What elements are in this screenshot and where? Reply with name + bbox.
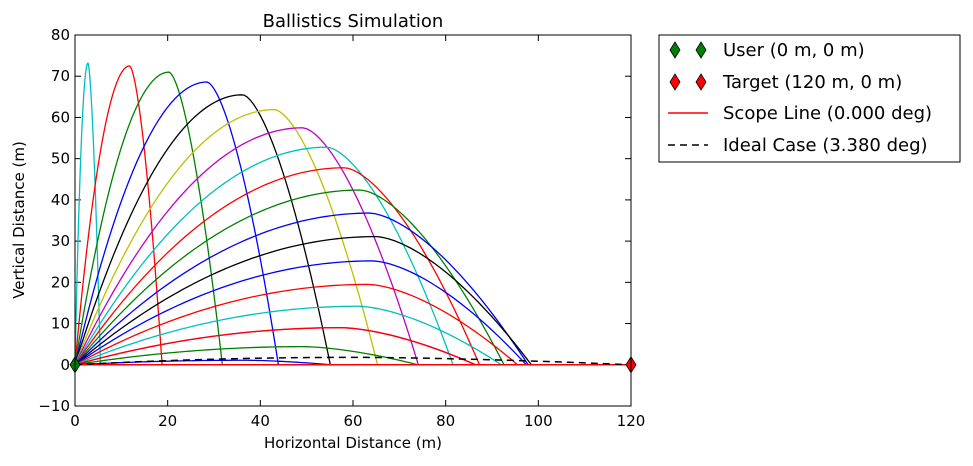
legend-label: Ideal Case (3.380 deg) xyxy=(723,135,928,156)
trajectory-line xyxy=(74,167,481,366)
plot-frame xyxy=(74,34,632,407)
y-tick-label: 20 xyxy=(51,273,70,291)
legend: User (0 m, 0 m) Target (120 m, 0 m) Scope … xyxy=(658,34,961,163)
legend-marker xyxy=(695,41,707,59)
legend-marker xyxy=(695,73,707,91)
plot-series-group xyxy=(69,62,637,374)
x-tick-label: 20 xyxy=(158,412,177,430)
trajectory-line xyxy=(74,81,280,365)
trajectory-line xyxy=(74,109,379,366)
legend-marker xyxy=(669,73,681,91)
y-tick-label: 80 xyxy=(51,26,70,44)
trajectory-line xyxy=(74,94,331,365)
plot-area xyxy=(75,35,631,406)
y-tick-label: 40 xyxy=(51,191,70,209)
trajectory-line xyxy=(74,127,419,366)
y-tick-label: −10 xyxy=(38,397,70,415)
y-tick-label: 10 xyxy=(51,315,70,333)
legend-label: User (0 m, 0 m) xyxy=(723,40,865,61)
y-tick-label: 0 xyxy=(60,356,70,374)
y-tick-label: 50 xyxy=(51,150,70,168)
trajectory-line xyxy=(74,305,502,366)
y-axis-title: Vertical Distance (m) xyxy=(10,141,28,299)
x-tick-label: 80 xyxy=(436,412,455,430)
trajectory-line xyxy=(74,327,476,366)
y-tick-label: 30 xyxy=(51,232,70,250)
trajectory-line xyxy=(74,283,518,366)
x-tick-label: 60 xyxy=(343,412,362,430)
trajectory-line xyxy=(74,235,532,366)
y-tick-label: 60 xyxy=(51,108,70,126)
x-tick-label: 40 xyxy=(251,412,270,430)
chart-title: Ballistics Simulation xyxy=(263,11,444,32)
legend-label: Target (120 m, 0 m) xyxy=(722,72,902,93)
ideal-case-line xyxy=(74,356,632,366)
x-tick-label: 0 xyxy=(70,412,80,430)
legend-entries: User (0 m, 0 m) Target (120 m, 0 m) Scope … xyxy=(668,40,932,156)
trajectory-line xyxy=(74,62,102,365)
legend-marker xyxy=(669,41,681,59)
legend-frame xyxy=(658,34,961,163)
x-tick-label: 100 xyxy=(524,412,553,430)
trajectory-line xyxy=(74,260,527,366)
y-tick-label: 70 xyxy=(51,67,70,85)
trajectory-line xyxy=(74,71,223,365)
trajectory-line xyxy=(74,345,419,366)
trajectory-lines xyxy=(74,62,532,366)
x-tick-label: 120 xyxy=(617,412,646,430)
x-axis-title: Horizontal Distance (m) xyxy=(264,434,442,452)
trajectory-line xyxy=(74,212,529,366)
legend-label: Scope Line (0.000 deg) xyxy=(723,103,932,124)
